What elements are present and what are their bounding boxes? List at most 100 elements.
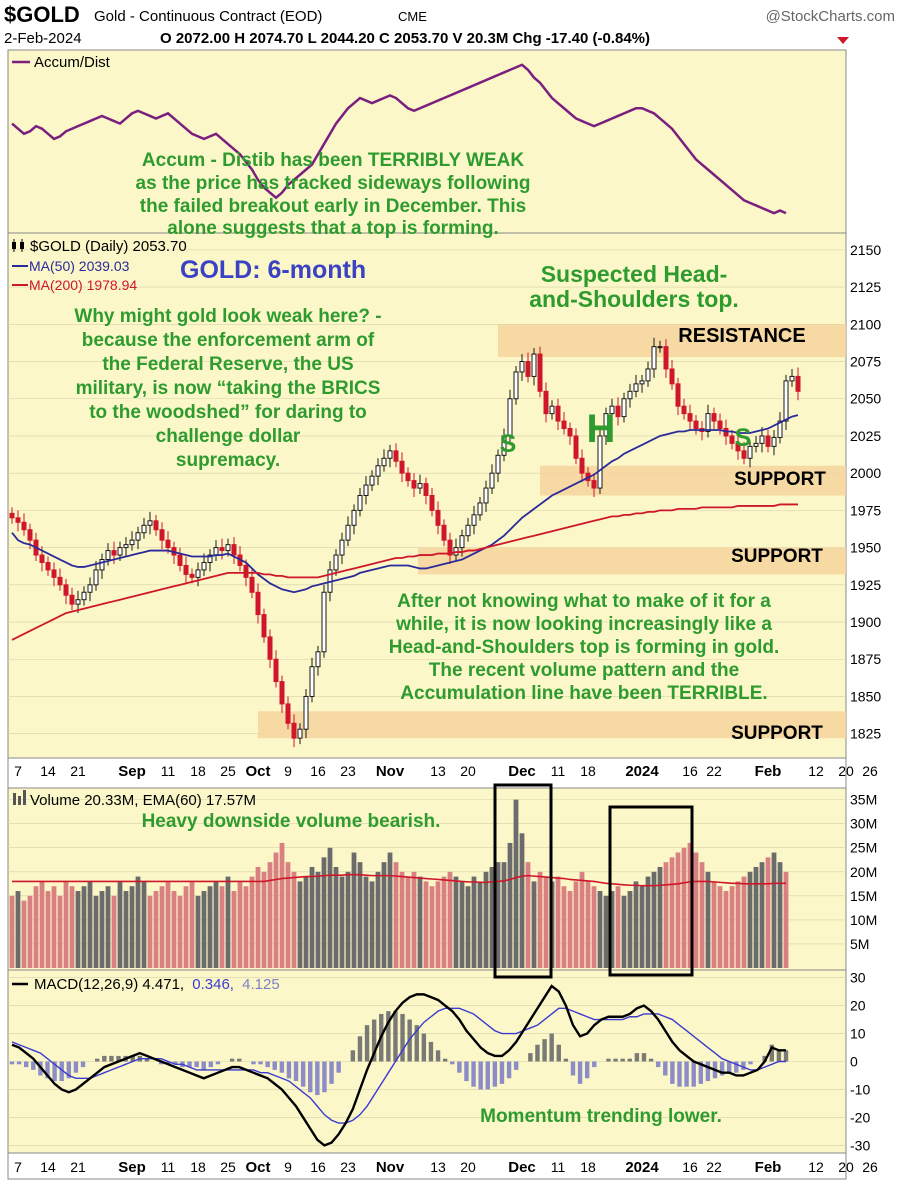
price-candle (489, 464, 495, 495)
macd-histogram-bar (194, 1061, 199, 1068)
volume-bar (573, 881, 579, 968)
macd-histogram-bar (570, 1061, 576, 1076)
price-candle (447, 532, 453, 564)
chart-header: $GOLD Gold - Continuous Contract (EOD) C… (4, 2, 895, 47)
price-candle (21, 513, 27, 536)
price-candle (525, 352, 531, 383)
accum-dist-series (11, 63, 787, 215)
candle-body (615, 405, 621, 418)
macd-legend-signal: 0.346, (192, 976, 234, 993)
candle-body (447, 539, 453, 556)
volume-bar (387, 852, 393, 968)
x-axis-tick-label: Nov (376, 1159, 405, 1176)
volume-bar (183, 886, 189, 968)
volume-bar (189, 881, 195, 968)
volume-bar (597, 891, 603, 968)
volume-bar (783, 871, 789, 968)
price-tick-label: 1875 (850, 651, 881, 667)
volume-highlight-box-december (493, 783, 553, 979)
x-axis-strip-top (7, 757, 847, 789)
volume-bar (519, 833, 525, 968)
macd-histogram-bar (435, 1050, 441, 1062)
candle-body (759, 435, 765, 444)
macd-histogram-bar (450, 1061, 455, 1065)
price-candle (183, 556, 189, 584)
candle-body (795, 375, 801, 392)
price-candle (753, 435, 759, 453)
price-candle (207, 549, 213, 572)
price-candle (279, 675, 285, 713)
candle-body (567, 428, 573, 437)
hs-note-line-1: Suspected Head- (541, 261, 728, 287)
macd-histogram-bar (705, 1061, 711, 1082)
macd-histogram-bar (719, 1061, 725, 1076)
note-left-line-1: Why might gold look weak here? - (74, 306, 381, 327)
volume-tick-label: 15M (850, 888, 877, 904)
price-candle (621, 392, 627, 423)
candle-body (627, 390, 633, 400)
x-axis-tick-label: 21 (70, 1159, 86, 1175)
macd-histogram-bar (251, 1061, 256, 1065)
price-candle (57, 568, 63, 591)
candle-body (261, 614, 267, 638)
price-candle (561, 412, 567, 435)
candle-legend-icon (12, 239, 24, 252)
price-candle (93, 560, 99, 591)
price-candle (537, 346, 543, 398)
macd-histogram-bar (272, 1061, 277, 1070)
candle-body (267, 636, 273, 660)
macd-histogram-bar (592, 1061, 597, 1068)
volume-bar (177, 895, 183, 968)
macd-histogram-bar (769, 1044, 774, 1062)
hs-note-line-2: and-Shoulders top. (529, 286, 739, 312)
macd-histogram-bar (308, 1061, 313, 1093)
volume-bars (9, 799, 789, 968)
price-candle (495, 449, 501, 483)
volume-bar (615, 886, 621, 968)
candle-body (57, 576, 63, 586)
price-candle (639, 374, 645, 393)
ohlc-readout: O 2072.00 H 2074.70 L 2044.20 C 2053.70 … (160, 30, 650, 47)
x-axis-tick-label: 13 (430, 1159, 446, 1175)
candle-body (123, 544, 129, 549)
macd-histogram-bar (265, 1061, 270, 1068)
macd-histogram-bar (371, 1019, 377, 1062)
candle-body (297, 728, 303, 739)
candle-body (165, 539, 171, 549)
volume-bar (735, 881, 741, 968)
volume-bar (105, 886, 111, 968)
volume-bar (213, 881, 219, 968)
volume-bar (687, 842, 693, 968)
x-axis-tick-label: 16 (310, 763, 326, 779)
candle-body (93, 569, 99, 586)
macd-tick-label: 10 (850, 1026, 866, 1042)
macd-histogram-bar (528, 1053, 533, 1062)
price-candle (567, 422, 573, 445)
macd-histogram-bar (144, 1058, 150, 1062)
macd-histogram-bar (748, 1061, 753, 1065)
x-axis-tick-label: 13 (430, 763, 446, 779)
resistance-zone (498, 324, 846, 358)
price-candle (429, 488, 435, 517)
price-candle (501, 428, 507, 462)
volume-bar (255, 866, 261, 968)
candle-body (381, 457, 387, 467)
price-candle (483, 480, 489, 512)
price-candle (615, 397, 621, 426)
macd-histogram-bar (478, 1061, 483, 1090)
volume-bar (603, 895, 609, 968)
ma50-line (11, 414, 799, 594)
candle-body (351, 509, 357, 526)
x-axis-tick-label: Nov (376, 763, 405, 780)
volume-bar (171, 891, 177, 968)
price-candle (345, 516, 351, 547)
price-tick-label: 2100 (850, 316, 881, 332)
candle-body (111, 550, 117, 556)
price-candle (645, 361, 651, 387)
x-axis-tick-label: 9 (284, 1159, 292, 1175)
volume-bar (633, 881, 639, 968)
macd-histogram-bar (201, 1061, 206, 1070)
macd-histogram-bar (229, 1058, 235, 1062)
volume-bar (477, 881, 483, 968)
candle-body (285, 703, 291, 724)
